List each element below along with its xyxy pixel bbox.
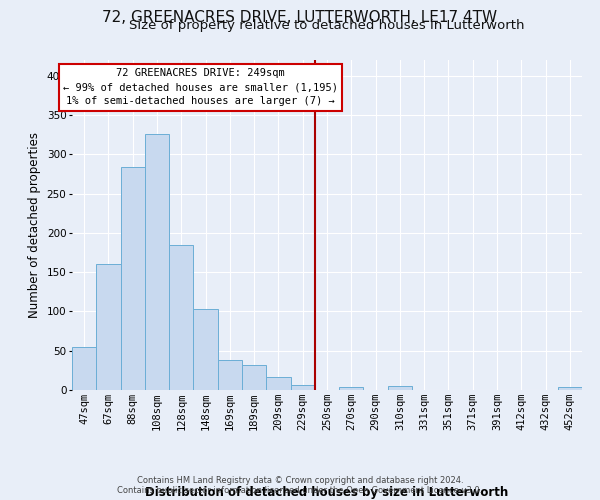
Text: Contains HM Land Registry data © Crown copyright and database right 2024.
Contai: Contains HM Land Registry data © Crown c… xyxy=(118,476,482,495)
Title: Size of property relative to detached houses in Lutterworth: Size of property relative to detached ho… xyxy=(129,20,525,32)
Text: 72 GREENACRES DRIVE: 249sqm
← 99% of detached houses are smaller (1,195)
1% of s: 72 GREENACRES DRIVE: 249sqm ← 99% of det… xyxy=(63,68,338,106)
Bar xyxy=(169,246,193,390)
Y-axis label: Number of detached properties: Number of detached properties xyxy=(28,132,41,318)
Text: 72, GREENACRES DRIVE, LUTTERWORTH, LE17 4TW: 72, GREENACRES DRIVE, LUTTERWORTH, LE17 … xyxy=(103,10,497,25)
Bar xyxy=(72,347,96,390)
Bar xyxy=(388,386,412,390)
Bar xyxy=(290,384,315,390)
X-axis label: Distribution of detached houses by size in Lutterworth: Distribution of detached houses by size … xyxy=(145,486,509,499)
Bar xyxy=(558,387,582,390)
Bar xyxy=(96,264,121,390)
Bar xyxy=(193,309,218,390)
Bar xyxy=(339,387,364,390)
Bar xyxy=(242,365,266,390)
Bar xyxy=(121,167,145,390)
Bar xyxy=(145,134,169,390)
Bar xyxy=(218,360,242,390)
Bar xyxy=(266,378,290,390)
